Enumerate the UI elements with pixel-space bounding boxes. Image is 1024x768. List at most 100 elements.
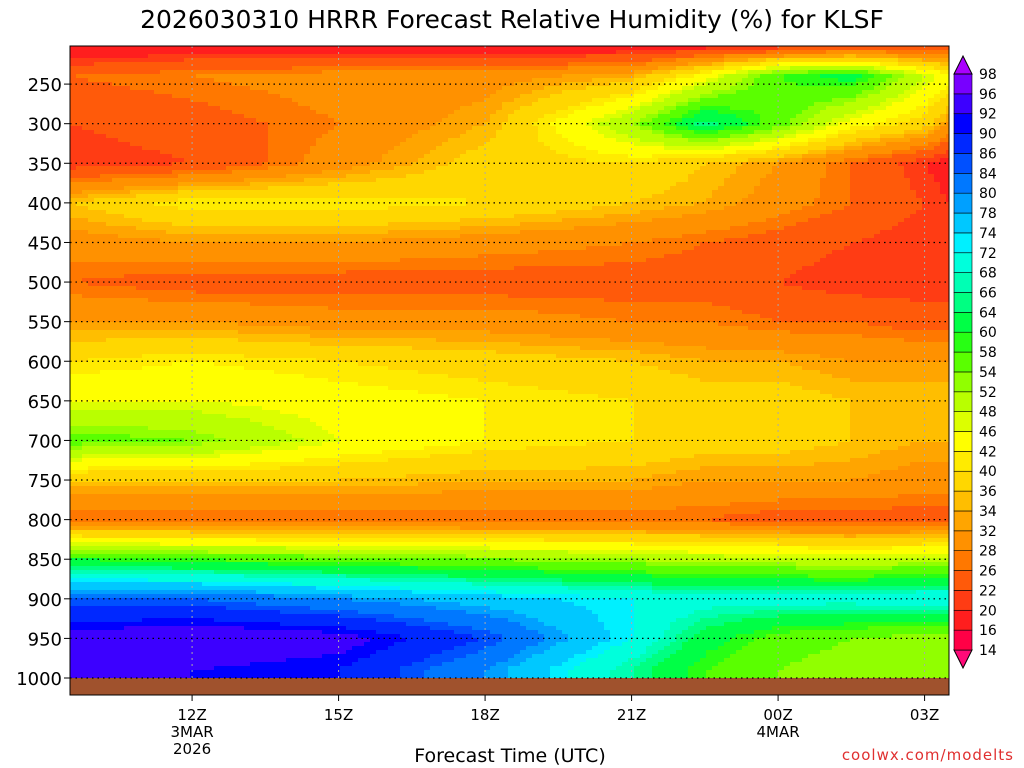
rh-cell	[604, 150, 611, 155]
rh-cell	[460, 162, 467, 167]
rh-cell	[808, 130, 815, 135]
rh-cell	[436, 50, 443, 55]
rh-cell	[376, 78, 383, 83]
rh-cell	[436, 118, 443, 123]
rh-cell	[658, 134, 665, 139]
rh-cell	[916, 70, 923, 75]
rh-cell	[412, 66, 419, 71]
rh-cell	[370, 50, 377, 55]
rh-cell	[394, 174, 401, 179]
rh-cell	[94, 142, 101, 147]
rh-cell	[622, 162, 629, 167]
rh-cell	[496, 90, 503, 95]
rh-cell	[796, 102, 803, 107]
rh-cell	[454, 178, 461, 183]
rh-cell	[76, 170, 83, 175]
rh-cell	[394, 166, 401, 171]
rh-cell	[328, 102, 335, 107]
rh-cell	[376, 126, 383, 131]
rh-cell	[124, 94, 131, 99]
rh-cell	[112, 118, 119, 123]
rh-cell	[892, 98, 899, 103]
rh-cell	[310, 138, 317, 143]
rh-cell	[196, 138, 203, 143]
rh-cell	[802, 134, 809, 139]
rh-cell	[670, 146, 677, 151]
rh-cell	[658, 110, 665, 115]
rh-cell	[832, 154, 839, 159]
rh-cell	[772, 86, 779, 91]
rh-cell	[472, 58, 479, 63]
rh-cell	[808, 106, 815, 111]
rh-cell	[796, 138, 803, 143]
rh-cell	[574, 98, 581, 103]
rh-cell	[898, 66, 905, 71]
rh-cell	[376, 58, 383, 63]
rh-cell	[304, 86, 311, 91]
rh-cell	[394, 118, 401, 123]
rh-cell	[946, 94, 949, 99]
rh-cell	[124, 62, 131, 67]
rh-cell	[700, 170, 707, 175]
rh-cell	[514, 118, 521, 123]
rh-cell	[436, 166, 443, 171]
rh-cell	[634, 46, 641, 51]
rh-cell	[250, 62, 257, 67]
rh-cell	[742, 54, 749, 59]
rh-cell	[232, 102, 239, 107]
rh-cell	[898, 130, 905, 135]
rh-cell	[592, 150, 599, 155]
rh-cell	[580, 74, 587, 79]
rh-cell	[268, 166, 275, 171]
rh-cell	[202, 170, 209, 175]
rh-cell	[598, 106, 605, 111]
rh-cell	[742, 138, 749, 143]
rh-cell	[340, 106, 347, 111]
rh-cell	[376, 94, 383, 99]
rh-cell	[196, 62, 203, 67]
rh-cell	[166, 90, 173, 95]
rh-cell	[376, 174, 383, 179]
rh-cell	[622, 82, 629, 87]
rh-cell	[814, 78, 821, 83]
rh-cell	[682, 94, 689, 99]
rh-cell	[178, 78, 185, 83]
rh-cell	[808, 58, 815, 63]
rh-cell	[304, 170, 311, 175]
rh-cell	[526, 142, 533, 147]
rh-cell	[412, 46, 419, 51]
rh-cell	[556, 126, 563, 131]
rh-cell	[778, 118, 785, 123]
rh-cell	[730, 62, 737, 67]
rh-cell	[700, 174, 707, 179]
rh-cell	[580, 158, 587, 163]
rh-cell	[580, 94, 587, 99]
rh-cell	[94, 50, 101, 55]
rh-cell	[256, 118, 263, 123]
rh-cell	[280, 86, 287, 91]
rh-cell	[406, 50, 413, 55]
rh-cell	[322, 114, 329, 119]
rh-cell	[856, 110, 863, 115]
rh-cell	[856, 102, 863, 107]
rh-cell	[424, 118, 431, 123]
rh-cell	[490, 70, 497, 75]
rh-cell	[532, 134, 539, 139]
rh-cell	[214, 174, 221, 179]
rh-cell	[424, 86, 431, 91]
rh-cell	[274, 74, 281, 79]
rh-cell	[382, 46, 389, 51]
rh-cell	[460, 82, 467, 87]
rh-cell	[724, 178, 731, 183]
rh-cell	[724, 118, 731, 123]
rh-cell	[880, 54, 887, 59]
rh-cell	[496, 142, 503, 147]
rh-cell	[490, 54, 497, 59]
rh-cell	[604, 178, 611, 183]
rh-cell	[184, 110, 191, 115]
rh-cell	[214, 154, 221, 159]
rh-cell	[802, 178, 809, 183]
rh-cell	[106, 114, 113, 119]
rh-cell	[76, 154, 83, 159]
rh-cell	[358, 162, 365, 167]
